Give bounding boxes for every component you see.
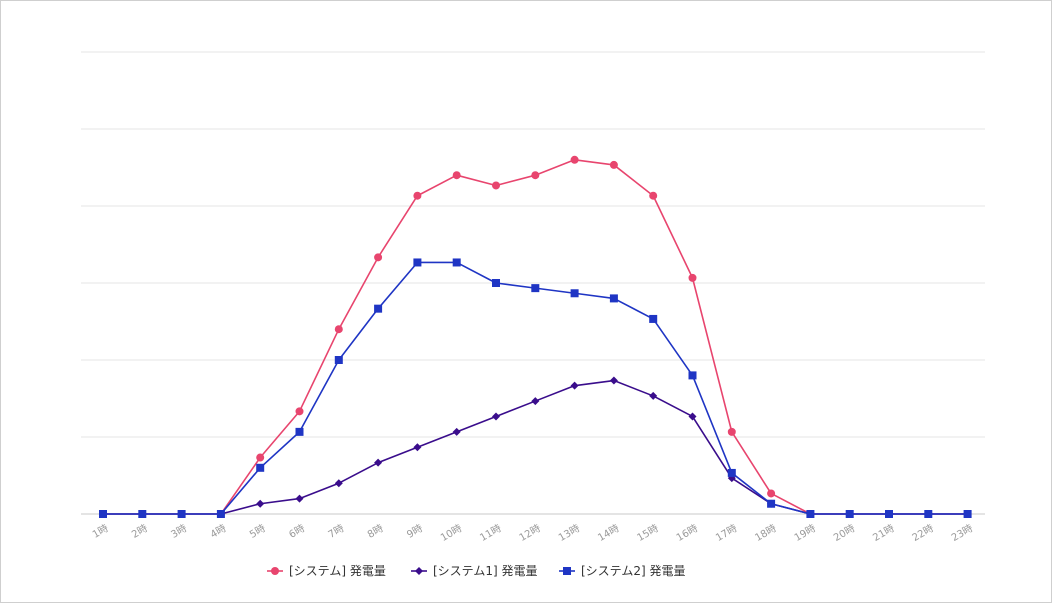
data-point: [99, 510, 107, 518]
legend-item-1[interactable]: [システム] 発電量: [267, 564, 386, 578]
legend-label: [システム] 発電量: [289, 564, 386, 578]
data-point: [138, 510, 147, 518]
data-point: [609, 376, 618, 385]
x-tick-label: 20時: [832, 522, 858, 544]
x-tick-label: 7時: [326, 522, 346, 541]
data-point: [374, 304, 383, 313]
data-point: [609, 160, 618, 169]
data-point: [413, 191, 422, 200]
x-tick-label: 10時: [439, 522, 465, 544]
x-tick-label: 23時: [949, 522, 975, 544]
series-1: [99, 155, 972, 518]
data-point: [570, 289, 579, 298]
grid-lines: [81, 51, 985, 515]
x-tick-label: 6時: [287, 522, 307, 541]
legend-marker: [415, 567, 423, 575]
data-point: [688, 371, 697, 380]
x-tick-label: 17時: [714, 522, 740, 544]
data-point: [570, 381, 579, 390]
x-tick-label: 3時: [169, 522, 189, 541]
data-point: [374, 458, 383, 467]
data-point: [924, 510, 933, 518]
data-point: [531, 397, 540, 406]
data-point: [649, 314, 658, 323]
x-tick-label: 9時: [405, 522, 425, 541]
series-line-3: [103, 261, 968, 515]
x-tick-label: 1時: [90, 522, 110, 541]
data-point: [374, 253, 383, 262]
data-point: [256, 453, 265, 462]
data-point: [334, 325, 343, 334]
data-point: [256, 463, 265, 472]
legend-marker: [271, 567, 279, 575]
data-point: [767, 499, 776, 508]
legend-label: [システム2] 発電量: [581, 564, 685, 578]
data-point: [413, 443, 422, 452]
x-tick-label: 4時: [208, 522, 228, 541]
data-point: [806, 510, 815, 518]
x-tick-label: 18時: [753, 522, 779, 544]
legend-label: [システム1] 発電量: [433, 564, 537, 578]
x-tick-label: 8時: [365, 522, 385, 541]
legend[interactable]: [システム] 発電量 [システム1] 発電量 [システム2] 発電量: [267, 564, 685, 578]
legend-item-3[interactable]: [システム2] 発電量: [559, 564, 685, 578]
data-point: [413, 258, 422, 267]
data-point: [649, 391, 658, 400]
data-point: [492, 181, 500, 190]
x-tick-label: 5時: [248, 522, 268, 541]
data-point: [767, 489, 776, 498]
data-point: [963, 510, 972, 518]
series-3: [99, 258, 972, 518]
data-point: [570, 155, 579, 164]
data-point: [452, 258, 461, 267]
legend-item-2[interactable]: [システム1] 発電量: [411, 564, 537, 578]
data-point: [492, 279, 500, 287]
data-point: [295, 407, 304, 416]
data-point: [177, 510, 186, 518]
data-point: [295, 494, 304, 503]
data-point: [256, 499, 265, 508]
data-point: [492, 412, 500, 421]
x-tick-label: 19時: [792, 522, 818, 544]
data-point: [295, 427, 304, 436]
data-point: [531, 284, 540, 293]
data-point: [609, 294, 618, 303]
x-tick-label: 13時: [556, 522, 582, 544]
x-tick-label: 14時: [596, 522, 622, 544]
data-point: [216, 510, 225, 518]
data-point: [727, 427, 736, 436]
x-tick-label: 16時: [674, 522, 700, 544]
x-tick-labels: 1時 2時 3時 4時 5時 6時 7時 8時 9時 10時 11時 12時 13時 14時 15時 16時 1…: [90, 522, 975, 544]
data-point: [531, 171, 540, 180]
x-tick-label: 12時: [517, 522, 543, 544]
data-point: [688, 273, 697, 282]
data-point: [452, 427, 461, 436]
data-point: [334, 356, 343, 364]
x-tick-label: 15時: [635, 522, 661, 544]
x-tick-label: 22時: [910, 522, 936, 544]
legend-marker: [563, 567, 571, 575]
series-line-1: [103, 159, 968, 515]
x-tick-label: 21時: [871, 522, 897, 544]
data-point: [688, 412, 697, 421]
data-point: [885, 510, 893, 518]
data-point: [334, 479, 343, 488]
series-2: [99, 376, 972, 518]
x-tick-label: 2時: [130, 522, 150, 541]
data-point: [845, 510, 854, 518]
data-point: [727, 468, 736, 477]
data-point: [452, 171, 461, 180]
series-group: [99, 155, 972, 518]
data-point: [649, 191, 658, 200]
x-tick-label: 11時: [478, 522, 504, 544]
